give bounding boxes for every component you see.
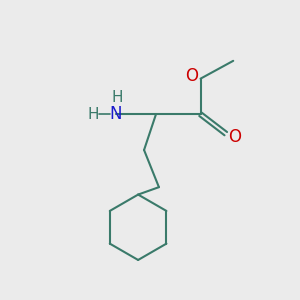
Text: O: O — [228, 128, 241, 146]
Text: N: N — [110, 105, 122, 123]
Text: O: O — [185, 67, 198, 85]
Text: H: H — [112, 91, 123, 106]
Text: H: H — [88, 107, 99, 122]
